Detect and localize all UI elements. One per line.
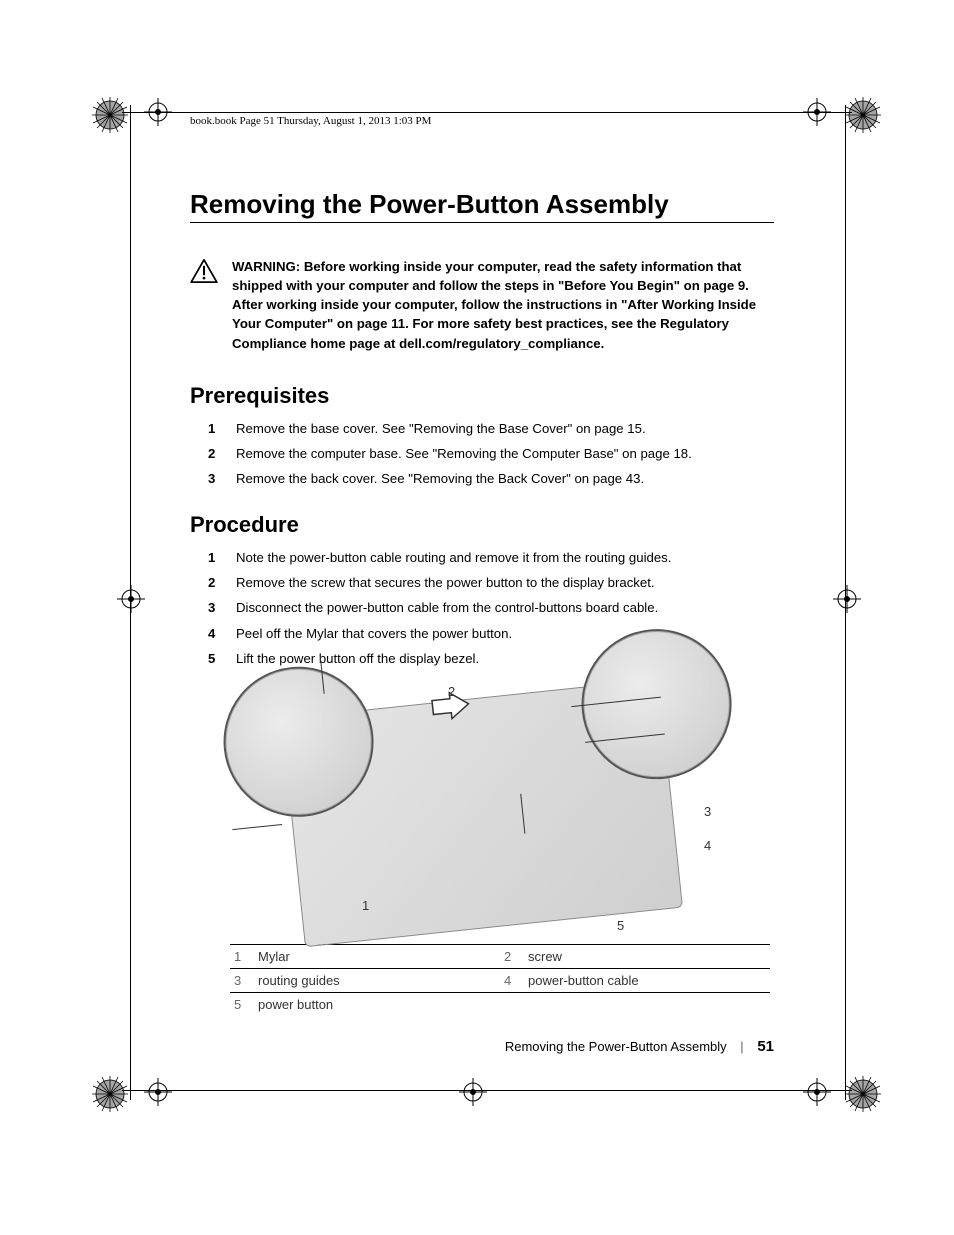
crosshair-icon — [144, 98, 172, 126]
list-item: 3 Disconnect the power-button cable from … — [208, 598, 774, 617]
step-number: 3 — [208, 598, 220, 617]
step-text: Disconnect the power-button cable from t… — [236, 598, 658, 617]
step-text: Remove the computer base. See "Removing … — [236, 444, 692, 463]
callout-number: 1 — [362, 898, 369, 913]
registration-mark-icon — [843, 95, 883, 135]
crosshair-icon — [459, 1078, 487, 1106]
page-number: 51 — [757, 1038, 774, 1055]
step-text: Note the power-button cable routing and … — [236, 548, 671, 567]
step-number: 5 — [208, 649, 220, 668]
legend-number: 4 — [500, 973, 528, 988]
crop-line — [122, 112, 852, 113]
warning-body: Before working inside your computer, rea… — [232, 259, 756, 351]
running-header: book.book Page 51 Thursday, August 1, 20… — [190, 115, 774, 127]
registration-mark-icon — [90, 1074, 130, 1114]
document-page: book.book Page 51 Thursday, August 1, 20… — [0, 0, 954, 1235]
callout-number: 2 — [448, 684, 455, 699]
footer-separator: | — [730, 1039, 753, 1054]
crosshair-icon — [117, 585, 145, 613]
legend-row: 5 power button — [230, 993, 770, 1016]
legend-number: 2 — [500, 949, 528, 964]
page-title: Removing the Power-Button Assembly — [190, 189, 774, 223]
callout-number: 3 — [704, 804, 711, 819]
step-number: 2 — [208, 444, 220, 463]
procedure-heading: Procedure — [190, 512, 774, 538]
legend-number: 1 — [230, 949, 258, 964]
list-item: 3 Remove the back cover. See "Removing th… — [208, 469, 774, 488]
registration-mark-icon — [843, 1074, 883, 1114]
legend-row: 3 routing guides 4 power-button cable — [230, 969, 770, 993]
crosshair-icon — [803, 98, 831, 126]
figure: 2 3 4 5 1 — [252, 698, 712, 928]
legend-row: 1 Mylar 2 screw — [230, 945, 770, 969]
legend-term: Mylar — [258, 949, 500, 964]
callout-number: 5 — [617, 918, 624, 933]
step-number: 1 — [208, 548, 220, 567]
page-footer: Removing the Power-Button Assembly | 51 — [190, 1038, 774, 1055]
warning-text: WARNING: Before working inside your comp… — [232, 257, 774, 353]
step-text: Peel off the Mylar that covers the power… — [236, 624, 512, 643]
list-item: 2 Remove the screw that secures the power… — [208, 573, 774, 592]
prerequisites-heading: Prerequisites — [190, 383, 774, 409]
step-number: 3 — [208, 469, 220, 488]
step-text: Remove the screw that secures the power … — [236, 573, 655, 592]
crosshair-icon — [833, 585, 861, 613]
step-text: Lift the power button off the display be… — [236, 649, 479, 668]
callout-leader — [232, 824, 282, 830]
crosshair-icon — [803, 1078, 831, 1106]
legend-term: screw — [528, 949, 770, 964]
callout-number: 4 — [704, 838, 711, 853]
step-number: 1 — [208, 419, 220, 438]
step-text: Remove the back cover. See "Removing the… — [236, 469, 644, 488]
legend-number: 5 — [230, 997, 258, 1012]
legend-term: power button — [258, 997, 500, 1012]
crosshair-icon — [144, 1078, 172, 1106]
list-item: 1 Remove the base cover. See "Removing th… — [208, 419, 774, 438]
list-item: 1 Note the power-button cable routing and… — [208, 548, 774, 567]
legend-term: routing guides — [258, 973, 500, 988]
step-text: Remove the base cover. See "Removing the… — [236, 419, 646, 438]
prerequisites-list: 1 Remove the base cover. See "Removing th… — [208, 419, 774, 488]
list-item: 2 Remove the computer base. See "Removing… — [208, 444, 774, 463]
legend-term: power-button cable — [528, 973, 770, 988]
warning-icon — [190, 259, 218, 283]
legend-number — [500, 997, 528, 1012]
warning-label: WARNING: — [232, 259, 300, 274]
footer-title: Removing the Power-Button Assembly — [505, 1039, 727, 1054]
legend-term — [528, 997, 770, 1012]
warning-block: WARNING: Before working inside your comp… — [190, 257, 774, 353]
figure-plate — [281, 679, 683, 947]
figure-legend: 1 Mylar 2 screw 3 routing guides 4 power… — [230, 944, 770, 1016]
step-number: 2 — [208, 573, 220, 592]
legend-number: 3 — [230, 973, 258, 988]
step-number: 4 — [208, 624, 220, 643]
crop-line — [122, 1090, 852, 1091]
registration-mark-icon — [90, 95, 130, 135]
page-content: book.book Page 51 Thursday, August 1, 20… — [190, 115, 774, 1016]
